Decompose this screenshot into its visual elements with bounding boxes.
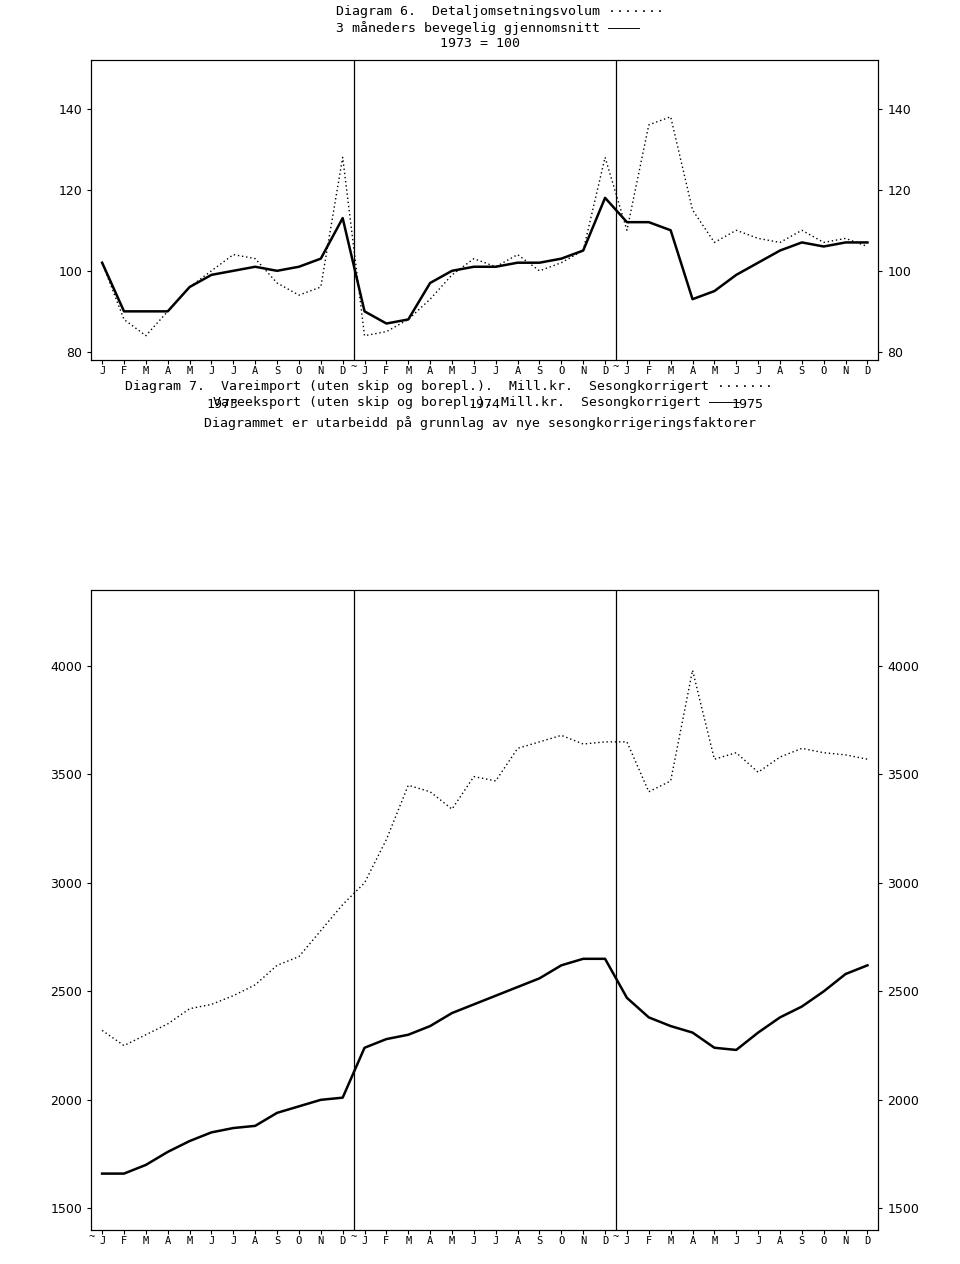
Text: 3 måneders bevegelig gjennomsnitt ————: 3 måneders bevegelig gjennomsnitt ———— <box>336 21 640 35</box>
Text: ~: ~ <box>612 362 619 372</box>
Text: ~: ~ <box>350 1232 357 1243</box>
Text: ~: ~ <box>88 1232 94 1243</box>
Text: ~: ~ <box>612 1232 619 1243</box>
Text: Vareeksport (uten skip og borepl.). Mill.kr.  Sesongkorrigert ————: Vareeksport (uten skip og borepl.). Mill… <box>125 396 741 410</box>
Text: 1973: 1973 <box>206 398 238 411</box>
Text: Diagram 7.  Vareimport (uten skip og borepl.).  Mill.kr.  Sesongkorrigert ······: Diagram 7. Vareimport (uten skip og bore… <box>125 380 773 393</box>
Text: 1973 = 100: 1973 = 100 <box>440 37 520 51</box>
Text: 1975: 1975 <box>732 398 763 411</box>
Text: 1974: 1974 <box>468 398 501 411</box>
Text: ~: ~ <box>350 362 357 372</box>
Text: Diagrammet er utarbeidd på grunnlag av nye sesongkorrigeringsfaktorer: Diagrammet er utarbeidd på grunnlag av n… <box>204 416 756 430</box>
Text: Diagram 6.  Detaljomsetningsvolum ·······: Diagram 6. Detaljomsetningsvolum ······· <box>336 5 664 18</box>
